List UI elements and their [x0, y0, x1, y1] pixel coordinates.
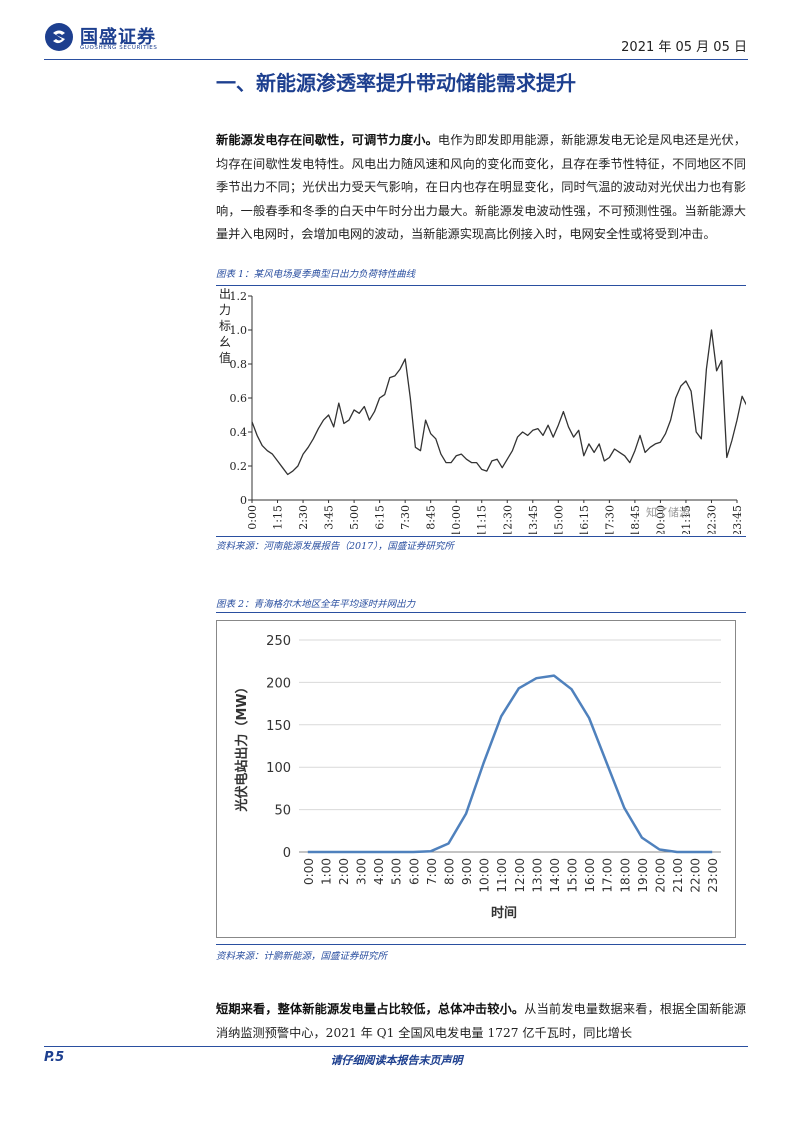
- y-axis-label: 光伏电站出力（MW）: [234, 680, 250, 812]
- x-tick-label: 11:15: [476, 505, 489, 534]
- x-axis-label: 时间: [491, 905, 517, 921]
- x-tick-label: 0:00: [302, 858, 316, 885]
- x-tick-label: 19:00: [636, 858, 650, 893]
- x-tick-label: 3:45: [323, 505, 336, 530]
- guosheng-logo-icon: [45, 23, 73, 51]
- x-tick-label: 5:00: [390, 858, 404, 885]
- y-tick-label: 250: [266, 634, 291, 649]
- pv-output-chart: 0 50 100 150 200 250 0:00 1:00 2:00 3:00 4:00 5:00 6…: [216, 620, 736, 938]
- x-tick-label: 0:00: [246, 505, 259, 530]
- x-tick-label: 15:00: [566, 858, 580, 893]
- figure-1-source: 资料来源：河南能源发展报告（2017），国盛证券研究所: [216, 541, 454, 552]
- x-tick-label: 8:00: [442, 858, 456, 885]
- x-tick-label: 9:00: [460, 858, 474, 885]
- disclaimer-text: 请仔细阅读本报告末页声明: [330, 1054, 463, 1067]
- x-tick-label: 15:00: [552, 505, 565, 534]
- chart-frame: [216, 620, 736, 938]
- y-tick-label: 1.0: [230, 324, 248, 337]
- x-tick-label: 10:00: [478, 858, 492, 893]
- header-divider: [44, 59, 748, 60]
- x-tick-label: 7:00: [425, 858, 439, 885]
- y-tick-label: 0: [240, 494, 247, 507]
- y-tick-label: 100: [266, 761, 291, 776]
- paragraph-body: 电作为即发即用能源，新能源发电无论是风电还是光伏，均存在间歇性发电特性。风电出力…: [216, 133, 747, 241]
- x-tick-label: 20:00: [653, 858, 667, 893]
- paragraph-intermittency: 新能源发电存在间歇性，可调节力度小。电作为即发即用能源，新能源发电无论是风电还是…: [216, 129, 746, 247]
- x-tick-label: 2:00: [337, 858, 351, 885]
- x-tick-label: 8:45: [425, 505, 438, 530]
- x-tick-label: 11:00: [495, 858, 509, 893]
- brand-name: 国盛证券: [80, 27, 156, 48]
- x-tick-label: 18:45: [629, 505, 642, 534]
- x-tick-label: 12:00: [513, 858, 527, 893]
- y-tick-label: 200: [266, 676, 291, 691]
- x-tick-label: 23:45: [731, 505, 744, 534]
- y-tick-label: 0: [283, 846, 291, 861]
- x-tick-label: 13:45: [527, 505, 540, 534]
- x-tick-label: 14:00: [548, 858, 562, 893]
- brand-name-en: GUOSHENG SECURITIES: [80, 45, 158, 51]
- report-date: 2021 年 05 月 05 日: [621, 40, 747, 55]
- figure-2-bottom-rule: [216, 944, 746, 945]
- figure-2-top-rule: [216, 612, 746, 613]
- y-tick-label: 0.6: [230, 392, 248, 405]
- y-tick-label: 50: [274, 804, 291, 819]
- watermark: 知了储源: [646, 506, 690, 519]
- figure-2-caption: 图表 2：青海格尔木地区全年平均逐时并网出力: [216, 599, 416, 610]
- wind-output-line: [251, 329, 746, 476]
- figure-1-bottom-rule: [216, 536, 746, 537]
- x-tick-label: 6:00: [407, 858, 421, 885]
- y-tick-label: 1.2: [230, 290, 248, 303]
- paragraph-lead: 短期来看，整体新能源发电量占比较低，总体冲击较小。: [216, 1002, 525, 1016]
- figure-1-top-rule: [216, 285, 746, 286]
- x-tick-label: 1:00: [319, 858, 333, 885]
- section-title: 一、新能源渗透率提升带动储能需求提升: [216, 71, 576, 95]
- x-tick-label: 5:00: [348, 505, 361, 530]
- x-tick-label: 7:30: [399, 505, 412, 530]
- figure-2-source: 资料来源：计鹏新能源，国盛证券研究所: [216, 951, 388, 962]
- x-tick-label: 18:00: [618, 858, 632, 893]
- y-tick-label: 0.8: [230, 358, 248, 371]
- x-tick-label: 17:00: [601, 858, 615, 893]
- y-tick-label: 0.4: [230, 426, 248, 439]
- paragraph-body: 从当前发电量数据来看，根据全国新能源消纳监测预警中心，2021 年 Q1 全国风…: [216, 1002, 747, 1040]
- x-tick-label: 17:30: [603, 505, 616, 534]
- y-axis-label: 出力标幺值: [219, 288, 231, 365]
- pv-output-line: [307, 674, 713, 854]
- x-tick-label: 16:00: [583, 858, 597, 893]
- paragraph-lead: 新能源发电存在间歇性，可调节力度小。: [216, 133, 438, 147]
- x-tick-label: 10:00: [450, 505, 463, 534]
- figure-1-caption: 图表 1：某风电场夏季典型日出力负荷特性曲线: [216, 269, 416, 280]
- x-tick-label: 1:15: [272, 505, 285, 530]
- x-tick-label: 2:30: [297, 505, 310, 530]
- x-tick-label: 22:00: [689, 858, 703, 893]
- x-tick-label: 6:15: [374, 505, 387, 530]
- x-tick-label: 12:30: [501, 505, 514, 534]
- footer-divider: [44, 1046, 748, 1047]
- y-tick-label: 150: [266, 719, 291, 734]
- x-tick-label: 21:15: [680, 505, 693, 534]
- x-tick-label: 23:00: [706, 858, 720, 893]
- x-tick-label: 4:00: [372, 858, 386, 885]
- x-tick-label: 22:30: [705, 505, 718, 534]
- x-tick-label: 21:00: [671, 858, 685, 893]
- x-tick-label: 16:15: [578, 505, 591, 534]
- paragraph-short-term: 短期来看，整体新能源发电量占比较低，总体冲击较小。从当前发电量数据来看，根据全国…: [216, 998, 746, 1045]
- page-number: P.5: [44, 1050, 65, 1065]
- x-tick-label: 3:00: [355, 858, 369, 885]
- x-tick-label: 13:00: [530, 858, 544, 893]
- x-tick-label: 20:00: [654, 505, 667, 534]
- y-tick-label: 0.2: [230, 460, 248, 473]
